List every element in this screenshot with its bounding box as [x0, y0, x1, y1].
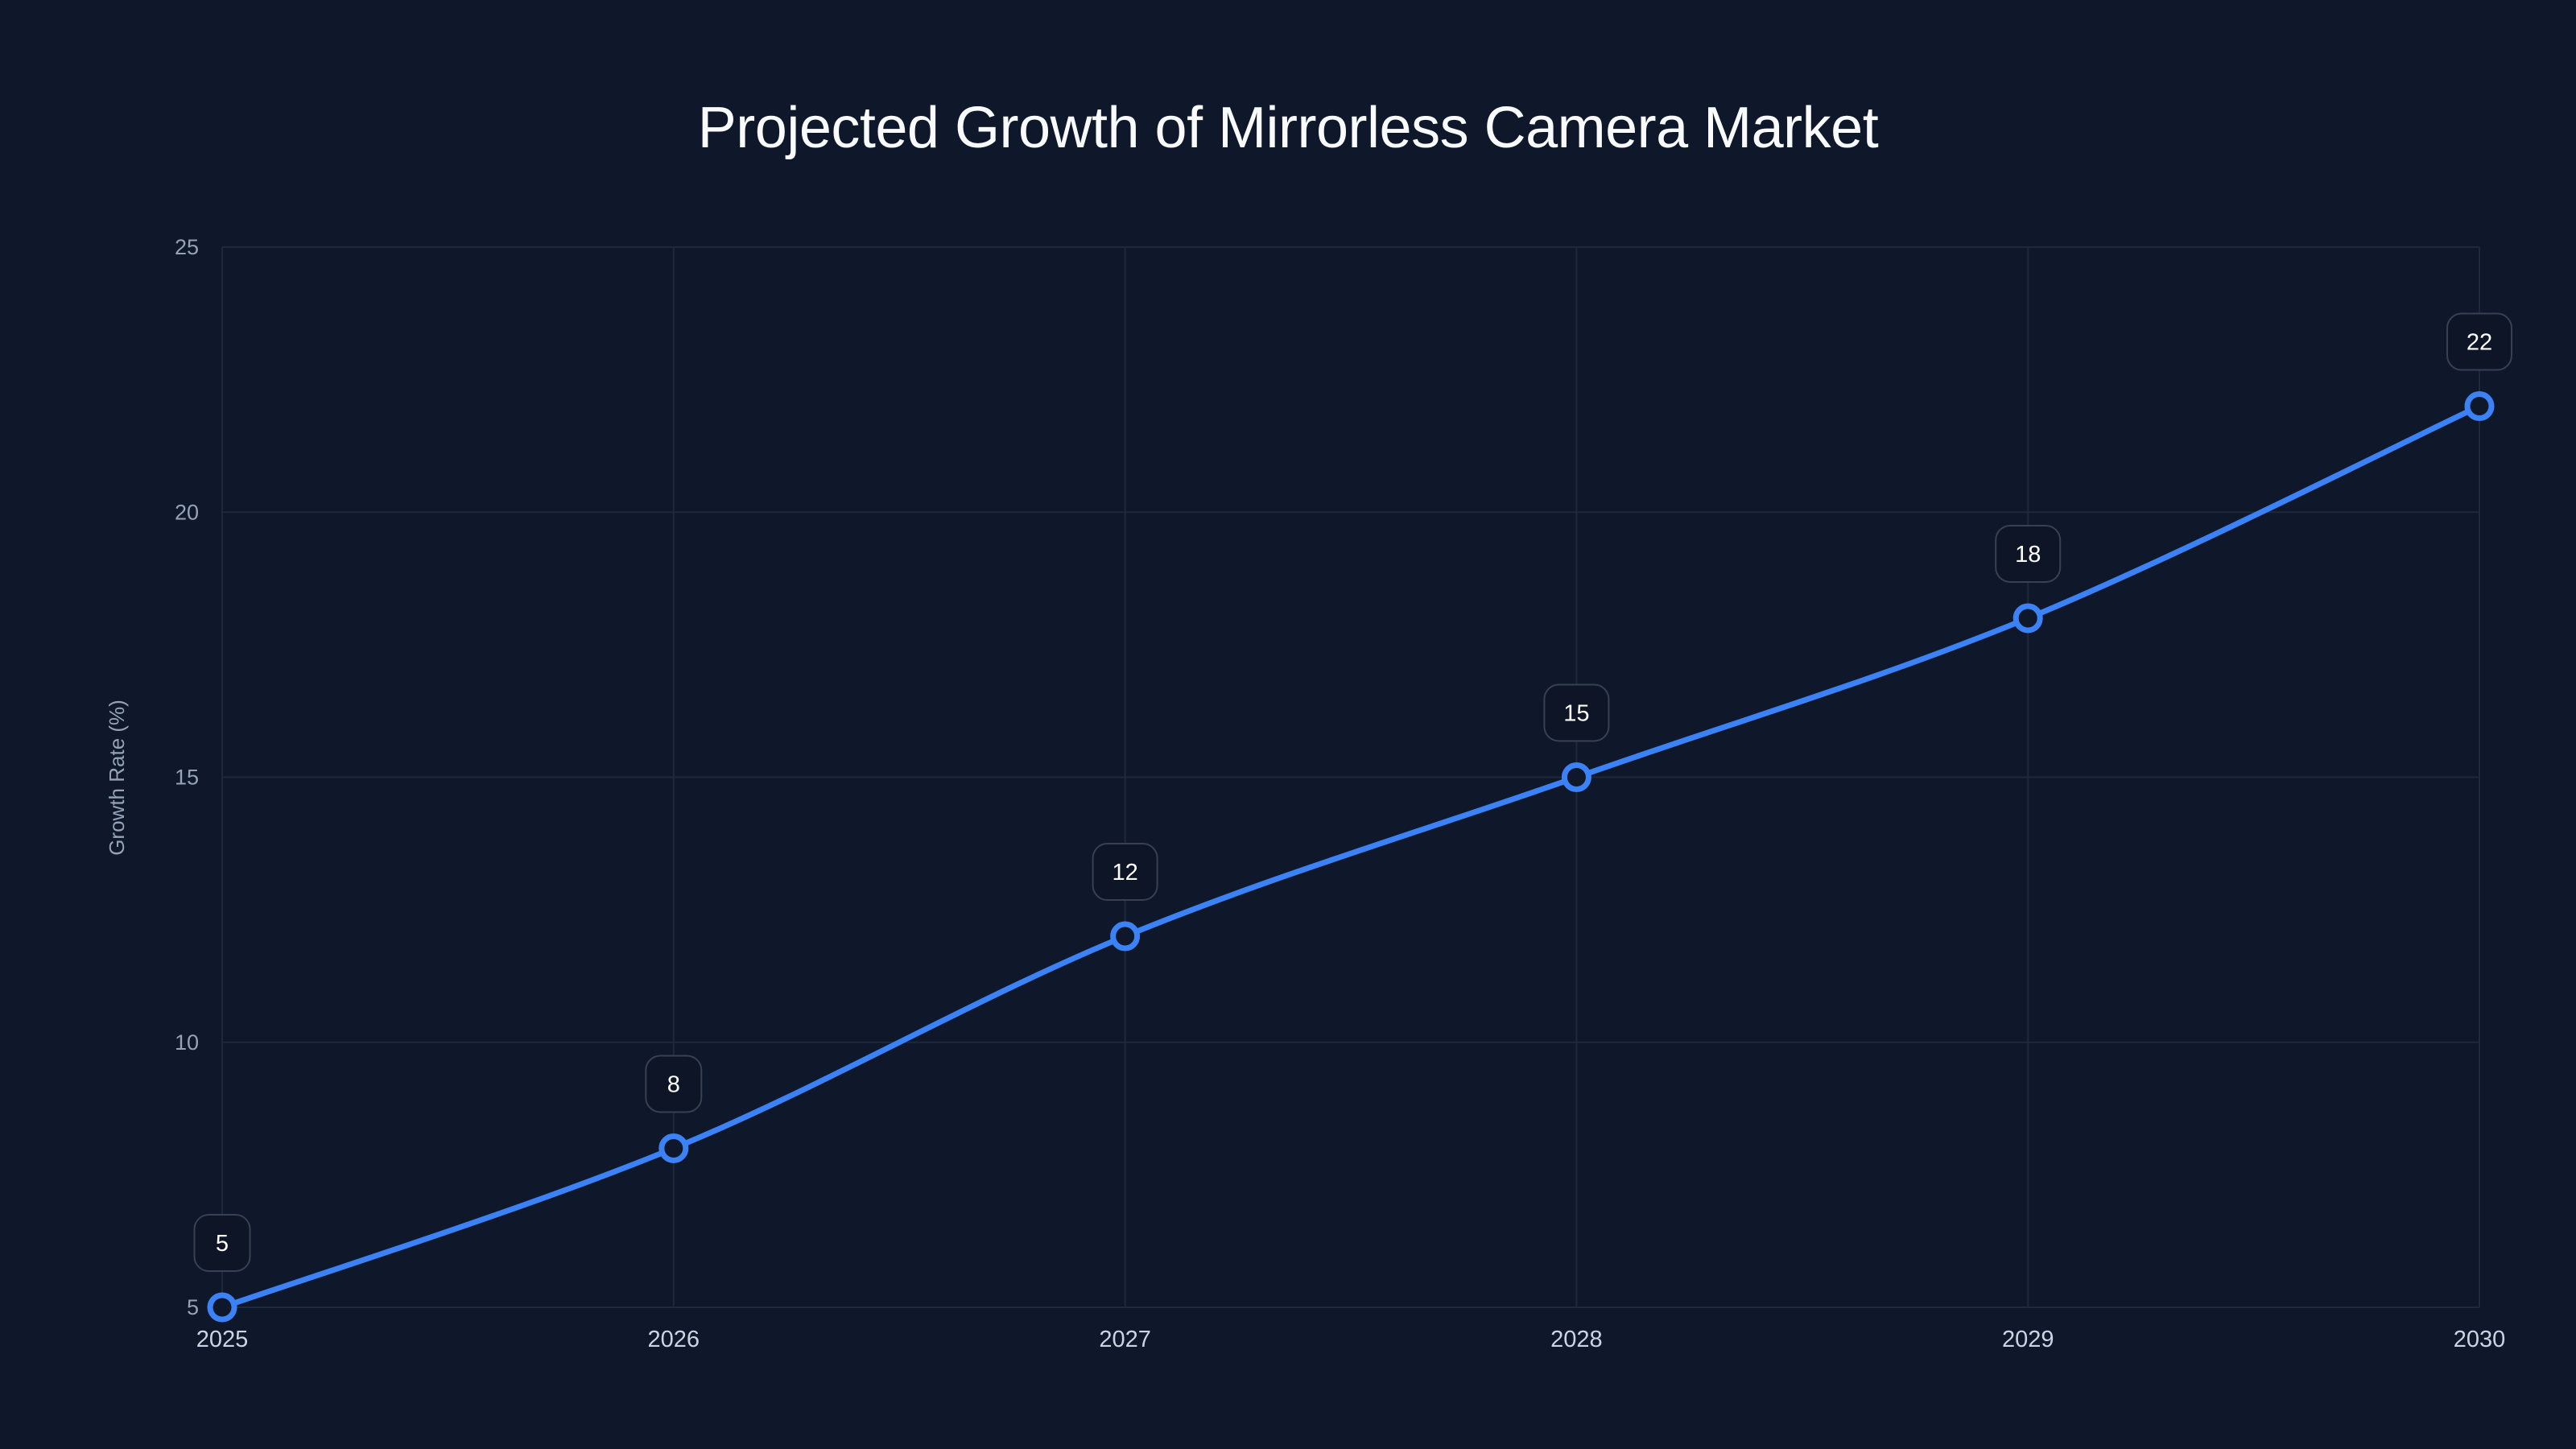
x-tick-label: 2027 [1099, 1327, 1151, 1352]
data-label: 8 [645, 1055, 703, 1113]
data-label-text: 5 [216, 1231, 229, 1257]
grid-lines [221, 246, 2480, 1308]
data-label: 5 [193, 1214, 251, 1272]
x-tick-label: 2026 [648, 1327, 700, 1352]
x-tick-label: 2029 [2002, 1327, 2054, 1352]
y-axis-label: Growth Rate (%) [105, 700, 129, 856]
data-point-marker[interactable] [2464, 391, 2495, 422]
data-label-text: 22 [2467, 330, 2492, 356]
data-label-box [645, 1055, 703, 1113]
y-tick-label: 15 [175, 766, 199, 790]
series-line [219, 403, 2483, 1311]
data-label-box [193, 1214, 251, 1272]
data-label-box [1543, 683, 1610, 742]
x-axis-ticks: 2025 2026 2027 2028 2029 2030 [196, 1327, 2506, 1352]
data-label: 15 [1543, 683, 1610, 742]
data-label: 12 [1092, 843, 1158, 902]
y-tick-label: 25 [175, 235, 199, 259]
data-point-marker[interactable] [2013, 603, 2043, 634]
data-label-box [1995, 524, 2062, 583]
x-tick-label: 2028 [1550, 1327, 1603, 1352]
data-label: 18 [1995, 524, 2062, 583]
data-label-text: 18 [2015, 542, 2041, 568]
y-tick-label: 20 [175, 500, 199, 524]
x-tick-label: 2030 [2454, 1327, 2506, 1352]
data-labels: 5 8 12 15 18 22 [193, 312, 2512, 1272]
x-tick-label: 2025 [196, 1327, 249, 1352]
data-label-box [2446, 312, 2512, 371]
data-label: 22 [2446, 312, 2512, 371]
data-point-marker[interactable] [207, 1292, 237, 1323]
data-label-text: 15 [1563, 701, 1589, 727]
y-tick-label: 10 [175, 1030, 199, 1055]
data-point-marker[interactable] [658, 1133, 689, 1163]
data-label-box [1092, 843, 1158, 902]
data-label-text: 8 [667, 1071, 680, 1097]
data-point-marker[interactable] [1561, 762, 1591, 792]
chart-title: Projected Growth of Mirrorless Camera Ma… [697, 96, 1879, 160]
data-label-text: 12 [1112, 860, 1137, 886]
y-tick-label: 5 [187, 1295, 199, 1319]
data-point-marker[interactable] [1110, 921, 1141, 952]
y-axis-ticks: 5 10 15 20 25 [175, 235, 199, 1319]
data-point-markers [207, 391, 2495, 1323]
